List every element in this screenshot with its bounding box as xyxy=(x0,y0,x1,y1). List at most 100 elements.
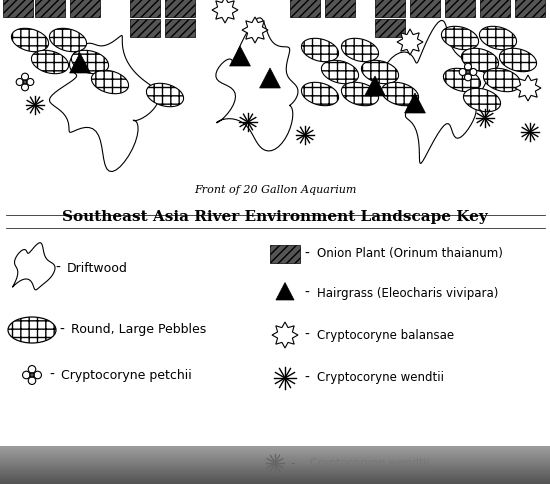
Text: Cryptocoryne wendtii: Cryptocoryne wendtii xyxy=(310,458,430,468)
Bar xyxy=(0,483,550,484)
Polygon shape xyxy=(397,29,423,55)
Ellipse shape xyxy=(361,60,399,84)
Bar xyxy=(0,465,550,466)
Bar xyxy=(0,451,550,452)
Bar xyxy=(0,463,550,464)
Text: Front of 20 Gallon Aquarium: Front of 20 Gallon Aquarium xyxy=(194,185,356,195)
Bar xyxy=(0,446,550,447)
Text: -: - xyxy=(59,323,64,337)
Bar xyxy=(0,464,550,465)
Bar xyxy=(0,454,550,455)
Ellipse shape xyxy=(31,50,69,74)
Bar xyxy=(0,453,550,454)
Bar xyxy=(0,467,550,468)
Bar xyxy=(0,476,550,477)
Polygon shape xyxy=(13,242,55,290)
Bar xyxy=(0,474,550,475)
Polygon shape xyxy=(365,76,386,96)
Bar xyxy=(0,462,550,463)
Bar xyxy=(0,455,550,456)
Bar xyxy=(0,472,550,473)
Ellipse shape xyxy=(28,365,36,373)
Bar xyxy=(0,449,550,450)
Ellipse shape xyxy=(16,78,23,86)
Bar xyxy=(0,454,550,455)
Text: -: - xyxy=(305,286,310,300)
Bar xyxy=(0,465,550,466)
Bar xyxy=(325,0,355,17)
Ellipse shape xyxy=(146,83,184,106)
Ellipse shape xyxy=(50,28,86,52)
Ellipse shape xyxy=(464,88,500,112)
Bar xyxy=(3,0,33,17)
Bar xyxy=(0,458,550,459)
Bar xyxy=(0,467,550,468)
Bar xyxy=(0,464,550,465)
Bar xyxy=(0,466,550,467)
Bar xyxy=(0,479,550,480)
Text: Cryptocoryne balansae: Cryptocoryne balansae xyxy=(317,329,454,342)
Bar xyxy=(165,19,195,37)
Bar xyxy=(480,0,510,17)
Bar xyxy=(0,460,550,461)
Text: -: - xyxy=(305,328,310,342)
Bar xyxy=(270,245,300,263)
Bar xyxy=(0,466,550,467)
Ellipse shape xyxy=(34,371,41,379)
Bar xyxy=(0,469,550,470)
Ellipse shape xyxy=(442,26,478,50)
Bar xyxy=(0,455,550,456)
Polygon shape xyxy=(383,20,487,164)
Bar xyxy=(0,471,550,472)
Ellipse shape xyxy=(466,70,470,74)
Bar xyxy=(0,453,550,454)
Ellipse shape xyxy=(91,70,129,94)
Ellipse shape xyxy=(28,377,36,384)
Bar xyxy=(0,468,550,469)
Bar xyxy=(0,480,550,481)
Bar xyxy=(0,449,550,450)
Bar xyxy=(0,483,550,484)
Ellipse shape xyxy=(21,73,29,80)
Bar xyxy=(0,456,550,457)
Text: -: - xyxy=(291,456,295,469)
Ellipse shape xyxy=(443,68,481,91)
Bar xyxy=(0,481,550,482)
Bar xyxy=(0,450,550,451)
Bar xyxy=(0,446,550,447)
Ellipse shape xyxy=(12,28,48,52)
Bar xyxy=(0,448,550,449)
Text: -: - xyxy=(305,371,310,385)
Bar xyxy=(0,450,550,451)
Bar xyxy=(0,447,550,448)
Text: Onion Plant (Orinum thaianum): Onion Plant (Orinum thaianum) xyxy=(317,247,503,260)
Bar xyxy=(0,473,550,474)
Bar xyxy=(0,475,550,476)
Text: Southeast Asia River Environment Landscape Key: Southeast Asia River Environment Landsca… xyxy=(62,210,488,224)
Ellipse shape xyxy=(480,26,516,50)
Bar xyxy=(375,0,405,17)
Ellipse shape xyxy=(342,38,378,61)
Bar xyxy=(0,456,550,457)
Text: Round, Large Pebbles: Round, Large Pebbles xyxy=(71,323,206,336)
Bar xyxy=(0,458,550,459)
Bar xyxy=(0,468,550,469)
Bar xyxy=(0,470,550,471)
Ellipse shape xyxy=(465,63,471,70)
Polygon shape xyxy=(272,322,298,348)
Text: Cryptocoryne wendtii: Cryptocoryne wendtii xyxy=(317,372,444,384)
Bar xyxy=(35,0,65,17)
Polygon shape xyxy=(216,18,298,151)
Bar xyxy=(0,480,550,481)
Ellipse shape xyxy=(21,84,29,91)
Bar xyxy=(0,471,550,472)
Bar xyxy=(0,469,550,470)
Text: -: - xyxy=(50,368,54,382)
Polygon shape xyxy=(260,68,280,88)
Ellipse shape xyxy=(30,373,34,377)
Bar xyxy=(410,0,440,17)
Ellipse shape xyxy=(8,317,56,343)
Polygon shape xyxy=(515,75,541,101)
Bar xyxy=(375,19,405,37)
Text: Cryptocoryne petchii: Cryptocoryne petchii xyxy=(61,368,192,381)
